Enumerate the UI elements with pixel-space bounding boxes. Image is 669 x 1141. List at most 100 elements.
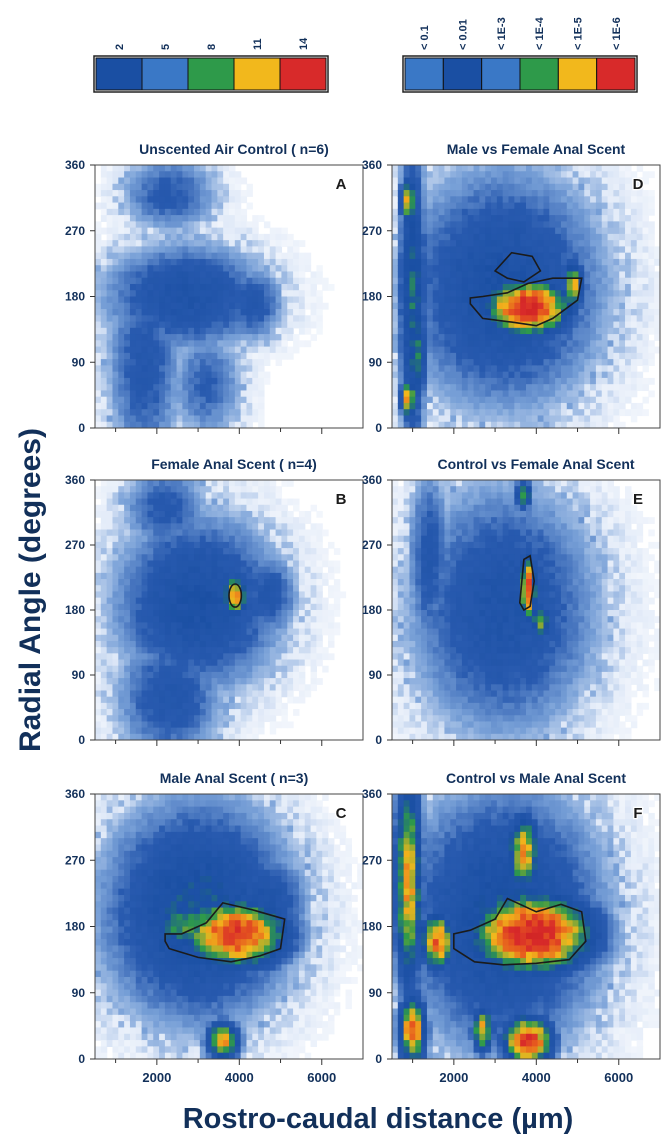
heatmap-cell bbox=[269, 671, 277, 679]
heatmap-cell bbox=[287, 983, 294, 991]
heatmap-cell bbox=[240, 371, 248, 379]
heatmap-cell bbox=[293, 504, 300, 512]
heatmap-cell bbox=[95, 371, 102, 379]
heatmap-cell bbox=[205, 296, 213, 304]
heatmap-cell bbox=[240, 876, 248, 883]
heatmap-cell bbox=[223, 309, 230, 316]
heatmap-cell bbox=[124, 265, 131, 273]
heatmap-cell bbox=[129, 597, 137, 605]
heatmap-cell bbox=[205, 653, 213, 661]
heatmap-cell bbox=[234, 402, 242, 410]
heatmap-cell bbox=[118, 989, 125, 997]
heatmap-cell bbox=[118, 926, 125, 934]
heatmap-cell bbox=[269, 486, 277, 493]
heatmap-cell bbox=[246, 258, 253, 266]
heatmap-cell bbox=[298, 585, 306, 593]
heatmap-cell bbox=[118, 190, 125, 197]
heatmap-cell bbox=[403, 277, 411, 285]
heatmap-cell bbox=[287, 964, 294, 972]
heatmap-cell bbox=[129, 1040, 137, 1047]
heatmap-cell bbox=[147, 920, 154, 928]
heatmap-cell bbox=[141, 365, 149, 373]
heatmap-cell bbox=[217, 616, 224, 623]
heatmap-cell bbox=[339, 894, 347, 902]
heatmap-cell bbox=[124, 359, 131, 366]
heatmap-cell bbox=[176, 510, 183, 518]
heatmap-cell bbox=[170, 402, 178, 410]
heatmap-cell bbox=[252, 869, 259, 877]
heatmap-cell bbox=[164, 863, 172, 871]
heatmap-cell bbox=[310, 926, 317, 934]
heatmap-cell bbox=[287, 901, 294, 909]
heatmap-cell bbox=[240, 958, 248, 965]
heatmap-cell bbox=[322, 665, 329, 673]
heatmap-cell bbox=[269, 939, 277, 947]
heatmap-cell bbox=[170, 221, 178, 229]
heatmap-cell bbox=[106, 690, 114, 698]
heatmap-cell bbox=[176, 616, 183, 623]
heatmap-cell bbox=[164, 794, 172, 801]
heatmap-cell bbox=[240, 945, 248, 953]
heatmap-cell bbox=[199, 715, 207, 723]
heatmap-cell bbox=[147, 215, 154, 222]
heatmap-cell bbox=[106, 622, 114, 630]
heatmap-cell bbox=[310, 831, 317, 839]
heatmap-cell bbox=[135, 535, 143, 543]
heatmap-cell bbox=[234, 340, 242, 348]
heatmap-cell bbox=[304, 1002, 312, 1010]
heatmap-cell bbox=[246, 888, 253, 896]
x-tick-label: 2000 bbox=[142, 1070, 171, 1085]
heatmap-cell bbox=[135, 302, 143, 310]
heatmap-cell bbox=[194, 246, 201, 254]
heatmap-cell bbox=[351, 958, 358, 965]
heatmap-cell bbox=[164, 554, 172, 562]
heatmap-cell bbox=[310, 302, 317, 310]
heatmap-cell bbox=[328, 653, 335, 661]
heatmap-cell bbox=[141, 177, 149, 185]
heatmap-cell bbox=[275, 283, 283, 291]
y-tick-label: 90 bbox=[72, 668, 86, 682]
heatmap-cell bbox=[100, 183, 108, 191]
heatmap-cell bbox=[229, 402, 236, 410]
heatmap-cell bbox=[275, 616, 283, 623]
heatmap-cell bbox=[100, 913, 108, 921]
heatmap-cell bbox=[263, 684, 271, 692]
heatmap-cell bbox=[281, 690, 288, 698]
heatmap-cell bbox=[199, 277, 207, 285]
heatmap-cell bbox=[199, 983, 207, 991]
heatmap-cell bbox=[310, 825, 317, 833]
heatmap-cell bbox=[112, 560, 119, 568]
heatmap-cell bbox=[217, 894, 224, 902]
heatmap-cell bbox=[293, 857, 300, 865]
heatmap-cell bbox=[409, 327, 416, 335]
heatmap-cell bbox=[269, 806, 277, 814]
heatmap-cell bbox=[188, 302, 195, 310]
heatmap-cell bbox=[298, 857, 306, 865]
heatmap-cell bbox=[246, 315, 253, 323]
y-tick-label: 0 bbox=[78, 421, 85, 435]
heatmap-cell bbox=[164, 1021, 172, 1029]
heatmap-cell bbox=[269, 989, 277, 997]
heatmap-cell bbox=[135, 863, 143, 871]
heatmap-cell bbox=[287, 678, 294, 685]
heatmap-cell bbox=[252, 628, 259, 636]
heatmap-cell bbox=[217, 958, 224, 965]
heatmap-cell bbox=[124, 825, 131, 833]
heatmap-cell bbox=[188, 240, 195, 247]
heatmap-cell bbox=[252, 265, 259, 273]
heatmap-cell bbox=[199, 812, 207, 820]
heatmap-cell bbox=[246, 1027, 253, 1035]
heatmap-cell bbox=[194, 409, 201, 417]
heatmap-cell bbox=[164, 402, 172, 410]
heatmap-cell bbox=[194, 647, 201, 654]
heatmap-cell bbox=[141, 926, 149, 934]
heatmap-cell bbox=[106, 653, 114, 661]
heatmap-cell bbox=[194, 857, 201, 865]
heatmap-cell bbox=[188, 989, 195, 997]
heatmap-cell bbox=[135, 678, 143, 685]
heatmap-cell bbox=[229, 480, 236, 487]
heatmap-cell bbox=[211, 721, 218, 729]
heatmap-cell bbox=[141, 560, 149, 568]
heatmap-cell bbox=[298, 995, 306, 1003]
heatmap-cell bbox=[234, 390, 242, 398]
